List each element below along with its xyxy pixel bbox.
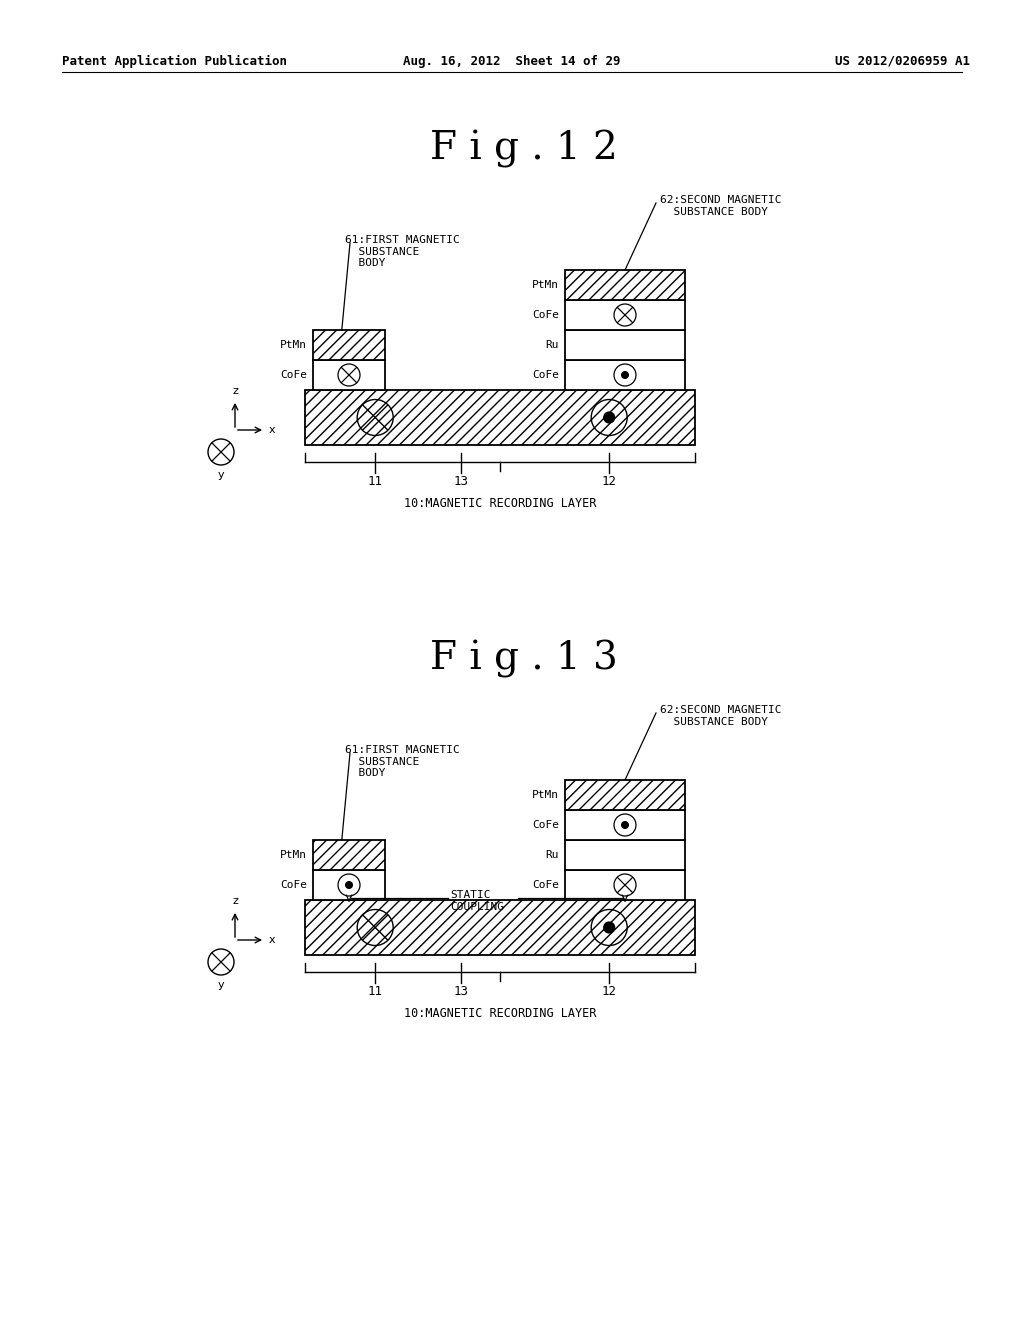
- Bar: [565, 271, 685, 300]
- Circle shape: [622, 372, 629, 379]
- Text: CoFe: CoFe: [532, 310, 559, 319]
- Text: z: z: [232, 896, 238, 906]
- Circle shape: [346, 882, 352, 888]
- Bar: [305, 900, 695, 954]
- Text: 62:SECOND MAGNETIC
  SUBSTANCE BODY: 62:SECOND MAGNETIC SUBSTANCE BODY: [660, 705, 781, 726]
- Text: 61:FIRST MAGNETIC
  SUBSTANCE
  BODY: 61:FIRST MAGNETIC SUBSTANCE BODY: [345, 744, 460, 779]
- Text: Patent Application Publication: Patent Application Publication: [62, 55, 287, 69]
- Bar: [313, 330, 385, 360]
- Text: CoFe: CoFe: [280, 880, 307, 890]
- Text: 11: 11: [368, 475, 383, 488]
- Text: 12: 12: [602, 475, 616, 488]
- Text: F i g . 1 2: F i g . 1 2: [430, 129, 617, 168]
- Circle shape: [622, 821, 629, 829]
- Text: Aug. 16, 2012  Sheet 14 of 29: Aug. 16, 2012 Sheet 14 of 29: [403, 55, 621, 69]
- Text: Ru: Ru: [546, 850, 559, 861]
- Text: 11: 11: [368, 985, 383, 998]
- Bar: [565, 810, 685, 840]
- Text: STATIC
COUPLING: STATIC COUPLING: [450, 890, 504, 912]
- Text: x: x: [269, 935, 275, 945]
- Bar: [565, 330, 685, 360]
- Text: 13: 13: [454, 985, 469, 998]
- Text: 10:MAGNETIC RECORDING LAYER: 10:MAGNETIC RECORDING LAYER: [403, 1007, 596, 1020]
- Text: z: z: [232, 385, 238, 396]
- Text: 61:FIRST MAGNETIC
  SUBSTANCE
  BODY: 61:FIRST MAGNETIC SUBSTANCE BODY: [345, 235, 460, 268]
- Bar: [565, 870, 685, 900]
- Text: 12: 12: [602, 985, 616, 998]
- Bar: [313, 360, 385, 389]
- Text: PtMn: PtMn: [280, 341, 307, 350]
- Text: PtMn: PtMn: [532, 280, 559, 290]
- Circle shape: [604, 412, 614, 422]
- Bar: [305, 389, 695, 445]
- Text: PtMn: PtMn: [532, 789, 559, 800]
- Bar: [313, 870, 385, 900]
- Text: x: x: [269, 425, 275, 436]
- Text: PtMn: PtMn: [280, 850, 307, 861]
- Bar: [565, 780, 685, 810]
- Text: Ru: Ru: [546, 341, 559, 350]
- Bar: [565, 300, 685, 330]
- Text: US 2012/0206959 A1: US 2012/0206959 A1: [835, 55, 970, 69]
- Text: CoFe: CoFe: [280, 370, 307, 380]
- Bar: [313, 840, 385, 870]
- Text: 62:SECOND MAGNETIC
  SUBSTANCE BODY: 62:SECOND MAGNETIC SUBSTANCE BODY: [660, 195, 781, 216]
- Text: CoFe: CoFe: [532, 880, 559, 890]
- Text: y: y: [218, 470, 224, 480]
- Text: CoFe: CoFe: [532, 370, 559, 380]
- Text: F i g . 1 3: F i g . 1 3: [430, 640, 617, 678]
- Text: 10:MAGNETIC RECORDING LAYER: 10:MAGNETIC RECORDING LAYER: [403, 498, 596, 510]
- Circle shape: [604, 923, 614, 933]
- Text: y: y: [218, 979, 224, 990]
- Text: 13: 13: [454, 475, 469, 488]
- Bar: [565, 360, 685, 389]
- Text: CoFe: CoFe: [532, 820, 559, 830]
- Bar: [565, 840, 685, 870]
